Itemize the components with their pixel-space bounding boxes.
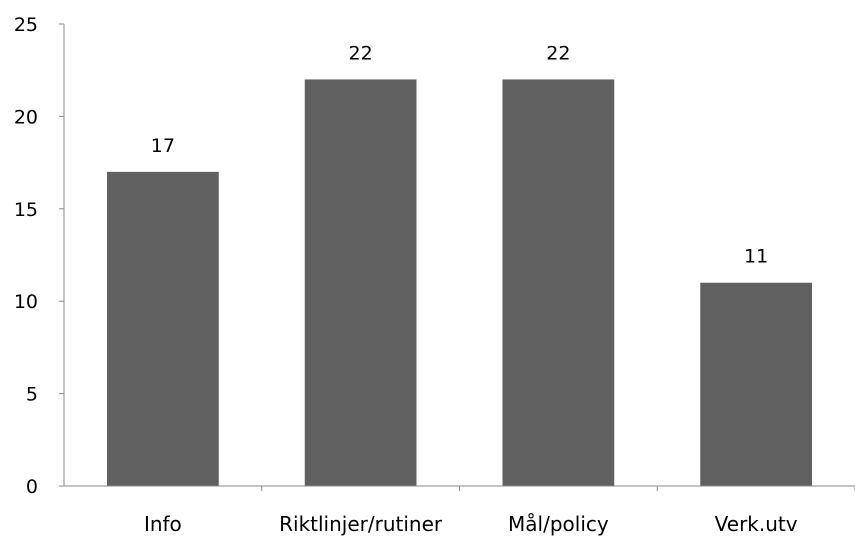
- x-category-label: Riktlinjer/rutiner: [279, 512, 443, 536]
- y-tick-label: 0: [26, 476, 38, 498]
- bar-value-label: 22: [546, 42, 570, 64]
- data-labels: 17 22 22 11: [151, 42, 768, 267]
- y-tick-label: 5: [26, 384, 38, 406]
- bar-verk-utv: [700, 282, 812, 486]
- y-tick-label: 15: [14, 199, 38, 221]
- bar-riktlinjer-rutiner: [304, 79, 417, 486]
- x-category-label: Info: [144, 512, 182, 536]
- bar-value-label: 17: [151, 135, 175, 157]
- x-category-label: Mål/policy: [508, 512, 609, 536]
- y-tick-label: 10: [14, 291, 38, 313]
- bars: [107, 79, 812, 486]
- bar-m-l-policy: [502, 79, 615, 486]
- bar-value-label: 22: [349, 42, 373, 64]
- x-axis: Info Riktlinjer/rutiner Mål/policy Verk.utv: [64, 485, 855, 536]
- y-axis: 0 5 10 15 20 25: [14, 14, 65, 498]
- bar-info: [107, 171, 219, 486]
- y-tick-label: 25: [14, 14, 38, 36]
- bar-value-label: 11: [744, 246, 768, 268]
- y-tick-label: 20: [14, 106, 38, 128]
- x-category-label: Verk.utv: [715, 512, 798, 536]
